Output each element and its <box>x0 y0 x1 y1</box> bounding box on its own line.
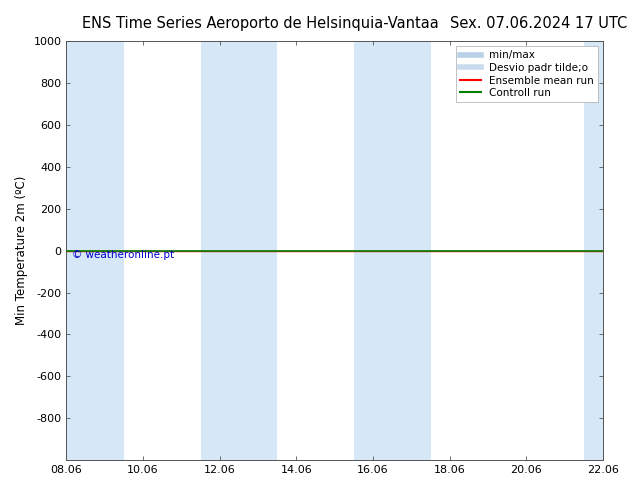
Text: Sex. 07.06.2024 17 UTC: Sex. 07.06.2024 17 UTC <box>450 16 628 31</box>
Bar <box>67 41 124 460</box>
Legend: min/max, Desvio padr tilde;o, Ensemble mean run, Controll run: min/max, Desvio padr tilde;o, Ensemble m… <box>456 46 598 102</box>
Bar <box>354 41 430 460</box>
Bar <box>200 41 277 460</box>
Bar <box>584 41 603 460</box>
Text: ENS Time Series Aeroporto de Helsinquia-Vantaa: ENS Time Series Aeroporto de Helsinquia-… <box>82 16 439 31</box>
Text: © weatheronline.pt: © weatheronline.pt <box>72 250 174 260</box>
Y-axis label: Min Temperature 2m (ºC): Min Temperature 2m (ºC) <box>15 176 28 325</box>
